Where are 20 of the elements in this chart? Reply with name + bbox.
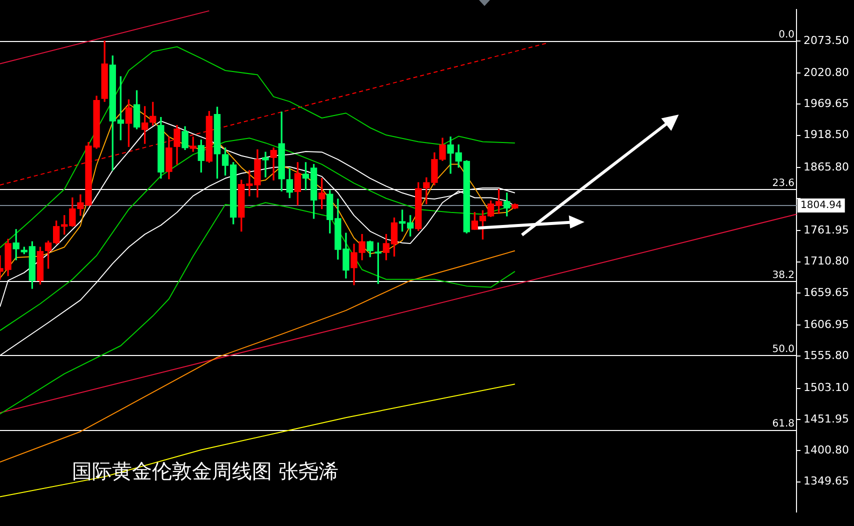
annotation: 38.2 <box>772 270 795 281</box>
ref-line-label: 1804.94 <box>800 200 842 212</box>
annotation: 0.0 <box>778 30 795 41</box>
annotation: 23.6 <box>772 178 795 189</box>
annotation: 61.8 <box>772 418 795 430</box>
y-tick-label: 1659.65 <box>804 286 850 299</box>
y-tick-label: 1865.80 <box>804 160 850 174</box>
y-tick-label: 1918.50 <box>804 128 850 142</box>
y-tick-label: 1400.80 <box>804 443 850 456</box>
annotation: 50.0 <box>772 344 795 356</box>
y-tick-label: 1349.65 <box>804 474 850 488</box>
y-tick-label: 1969.65 <box>804 97 850 110</box>
y-tick-label: 1761.95 <box>804 224 850 237</box>
y-tick-label: 1451.95 <box>804 412 850 426</box>
y-tick-label: 1503.10 <box>804 381 850 394</box>
y-tick-label: 2020.80 <box>804 66 850 79</box>
y-tick-label: 1555.80 <box>804 349 850 362</box>
y-tick-label: 1710.80 <box>804 254 850 268</box>
y-tick-label: 2073.50 <box>804 34 850 47</box>
y-tick-label: 1606.95 <box>804 318 850 331</box>
